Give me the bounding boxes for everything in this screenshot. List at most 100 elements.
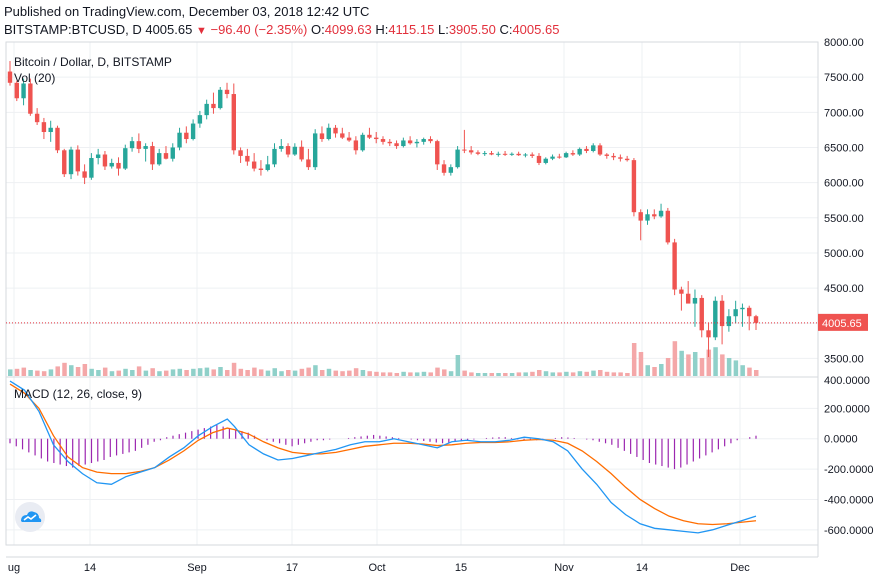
volume-bar <box>136 366 142 376</box>
volume-bar <box>367 371 372 376</box>
candle-body <box>482 153 487 155</box>
candle-body <box>75 149 81 172</box>
volume-bar <box>598 370 603 376</box>
candle-body <box>407 140 413 144</box>
candle-body <box>563 153 569 158</box>
candle-body <box>394 143 399 147</box>
candle-body <box>197 115 203 124</box>
volume-bar <box>604 371 610 376</box>
candle-body <box>312 133 318 168</box>
volume-bar <box>374 371 379 376</box>
volume-bar <box>41 371 47 376</box>
volume-bar <box>231 362 237 376</box>
candle-body <box>543 158 548 163</box>
symbol-ohlc-bar: BITSTAMP:BTCUSD, D 4005.65 ▼ −96.40 (−2.… <box>4 22 559 37</box>
volume-bar <box>543 371 549 376</box>
volume-bar <box>381 372 386 376</box>
volume-bar <box>550 372 556 376</box>
candle-body <box>163 153 169 159</box>
volume-bar <box>428 372 433 376</box>
down-triangle-icon: ▼ <box>195 25 207 37</box>
volume-bar <box>706 349 712 376</box>
candle-body <box>374 137 379 140</box>
volume-bar <box>692 352 698 376</box>
volume-bar <box>333 370 339 376</box>
volume-bar <box>570 372 576 376</box>
candle-body <box>530 154 535 156</box>
volume-bar <box>292 370 298 376</box>
candle-body <box>265 164 270 170</box>
candle-body <box>604 154 609 156</box>
candle-body <box>41 122 47 133</box>
volume-bar <box>279 371 284 376</box>
volume-bar <box>611 372 617 376</box>
candle-body <box>177 132 182 148</box>
candle-body <box>435 141 440 165</box>
macd-legend: MACD (12, 26, close, 9) <box>14 387 142 401</box>
candle-body <box>367 134 372 138</box>
volume-bar <box>150 368 155 376</box>
published-caption: Published on TradingView.com, December 0… <box>4 4 370 19</box>
candle-body <box>421 139 426 142</box>
candle-body <box>692 297 698 304</box>
volume-bar <box>509 373 515 376</box>
candle-body <box>584 148 589 151</box>
last-price-tag <box>818 313 868 331</box>
candle-body <box>618 157 623 159</box>
volume-bar <box>536 370 542 376</box>
price-tick-label: 5000.00 <box>824 248 864 260</box>
volume-bar <box>102 367 108 376</box>
volume-bar <box>659 364 664 376</box>
volume-bar <box>69 365 74 376</box>
candle-body <box>706 330 711 338</box>
volume-bar <box>618 372 623 376</box>
macd-tick-label: -200.0000 <box>824 464 874 476</box>
macd-line <box>9 380 757 534</box>
price-change: −96.40 (−2.35%) <box>210 22 308 37</box>
tradingview-logo[interactable] <box>15 502 45 532</box>
volume-bar <box>584 371 589 376</box>
candle-body <box>204 103 209 116</box>
volume-bar <box>116 370 122 376</box>
volume-bar <box>530 371 535 376</box>
x-tick-label: Nov <box>554 562 574 574</box>
volume-bar <box>652 367 657 376</box>
candle-body <box>299 146 304 160</box>
volume-bar <box>197 368 203 376</box>
candle-body <box>136 141 142 149</box>
high-value: 4115.15 <box>388 22 435 37</box>
candle-body <box>658 210 664 217</box>
volume-bar <box>353 368 359 376</box>
candle-body <box>753 316 759 323</box>
candle-body <box>211 103 216 109</box>
volume-legend: Vol (20) <box>14 71 55 85</box>
volume-bar <box>347 370 352 376</box>
x-tick-label: 14 <box>84 562 96 574</box>
volume-bar <box>577 371 583 376</box>
open-label: O: <box>310 22 325 37</box>
volume-bar <box>496 373 501 376</box>
volume-bar <box>740 365 745 376</box>
candle-body <box>190 123 196 140</box>
candle-body <box>326 127 331 140</box>
candle-body <box>448 167 454 173</box>
candle-body <box>251 161 257 169</box>
candle-body <box>441 164 447 173</box>
volume-bar <box>82 364 88 376</box>
volume-bar <box>564 371 569 376</box>
volume-bar <box>387 372 393 376</box>
candle-body <box>34 113 40 123</box>
symbol-label: BITSTAMP:BTCUSD, D <box>4 22 142 37</box>
volume-bar <box>625 373 630 376</box>
volume-bar <box>448 371 454 376</box>
volume-bar <box>645 365 650 376</box>
volume-bar <box>245 370 250 376</box>
volume-bar <box>713 347 718 376</box>
candle-body <box>224 89 230 95</box>
candle-body <box>340 133 345 138</box>
volume-bar <box>455 355 461 376</box>
volume-bar <box>475 373 481 376</box>
candle-body <box>292 146 298 155</box>
price-tick-label: 5500.00 <box>824 213 864 225</box>
